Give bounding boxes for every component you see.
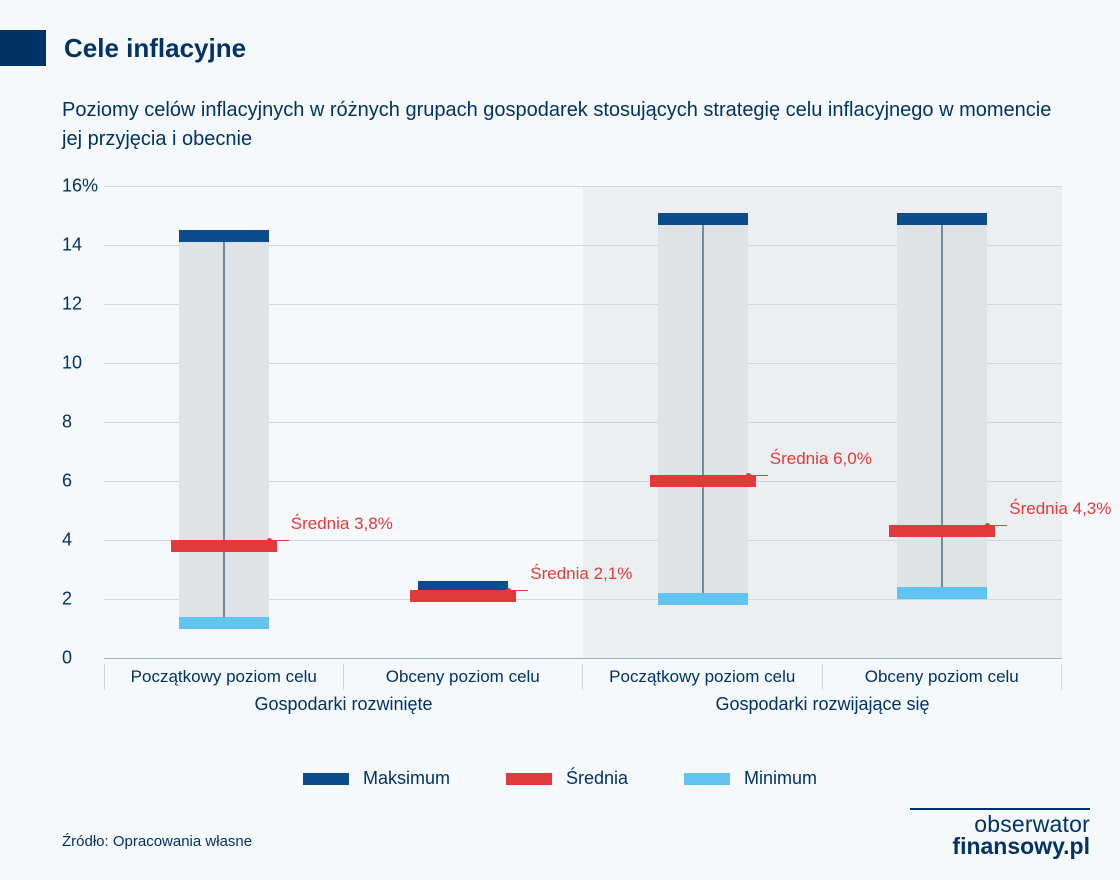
chart-area: 0 2 4 6 8 10 12 14 16% Średnia 3,8% Średnia 2,1% Ś…	[62, 168, 1062, 728]
legend-label-max: Maksimum	[363, 768, 450, 789]
y-tick-label: 14	[62, 235, 100, 256]
range-bar	[658, 186, 748, 658]
plot-region: Średnia 3,8%Średnia 2,1%Średnia 6,0%Śred…	[104, 186, 1062, 658]
legend-item-max: Maksimum	[303, 768, 450, 789]
x-axis-labels: Początkowy poziom celuObceny poziom celu…	[104, 664, 1062, 690]
y-tick-label: 2	[62, 589, 100, 610]
legend-swatch-max	[303, 773, 349, 785]
x-tick-label: Początkowy poziom celu	[583, 664, 823, 690]
legend-swatch-mean	[506, 773, 552, 785]
mean-callout: Średnia 2,1%	[530, 564, 632, 584]
group-label: Gospodarki rozwijające się	[583, 694, 1062, 715]
y-tick-label: 16%	[62, 176, 100, 197]
brand-logo: obserwator finansowy.pl	[952, 814, 1090, 858]
x-tick-label: Obceny poziom celu	[823, 664, 1063, 690]
range-bar	[897, 186, 987, 658]
legend-swatch-min	[684, 773, 730, 785]
chart-subtitle: Poziomy celów inflacyjnych w różnych gru…	[62, 96, 1060, 154]
mean-callout: Średnia 6,0%	[770, 449, 872, 469]
y-tick-label: 0	[62, 648, 100, 669]
y-tick-label: 8	[62, 412, 100, 433]
legend-label-mean: Średnia	[566, 768, 628, 789]
title-accent-block	[0, 30, 46, 66]
y-tick-label: 6	[62, 471, 100, 492]
legend-item-min: Minimum	[684, 768, 817, 789]
group-label: Gospodarki rozwinięte	[104, 694, 583, 715]
legend-item-mean: Średnia	[506, 768, 628, 789]
brand-rule	[910, 808, 1090, 810]
axis-baseline	[104, 658, 1062, 659]
y-tick-label: 4	[62, 530, 100, 551]
legend-label-min: Minimum	[744, 768, 817, 789]
legend: Maksimum Średnia Minimum	[0, 768, 1120, 789]
mean-callout: Średnia 4,3%	[1009, 499, 1111, 519]
x-tick-label: Obceny poziom celu	[344, 664, 584, 690]
y-tick-label: 12	[62, 294, 100, 315]
source-text: Źródło: Opracowania własne	[62, 833, 252, 850]
brand-line2: finansowy.pl	[952, 836, 1090, 858]
page-title: Cele inflacyjne	[64, 33, 246, 64]
range-bar	[179, 186, 269, 658]
mean-callout: Średnia 3,8%	[291, 514, 393, 534]
x-tick-label: Początkowy poziom celu	[104, 664, 344, 690]
y-tick-label: 10	[62, 353, 100, 374]
range-bar	[418, 186, 508, 658]
